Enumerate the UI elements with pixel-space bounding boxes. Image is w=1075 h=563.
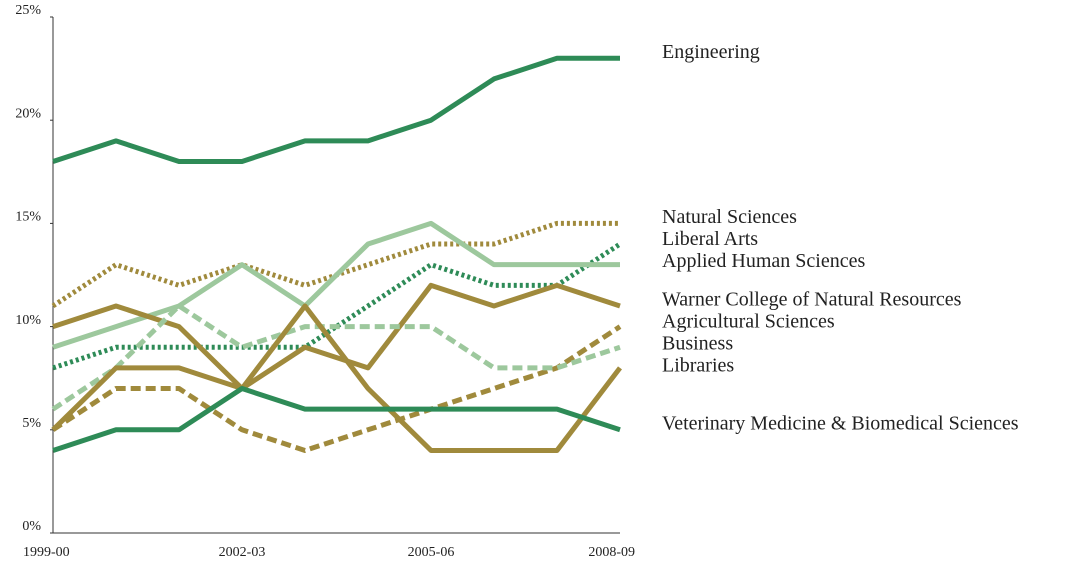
legend-label: Natural Sciences	[662, 206, 797, 228]
series-line	[51, 324, 622, 453]
series-line	[52, 241, 622, 371]
series-line	[51, 303, 621, 412]
legend-label: Applied Human Sciences	[662, 250, 865, 272]
legend-label: Veterinary Medicine & Biomedical Science…	[662, 412, 1019, 434]
series-line	[52, 282, 621, 392]
y-tick-label: 20%	[15, 106, 41, 121]
y-tick-label: 0%	[22, 519, 41, 534]
y-tick-label: 10%	[15, 313, 41, 328]
series-line	[52, 55, 620, 164]
y-tick-label: 5%	[22, 416, 41, 431]
legend-label: Warner College of Natural Resources	[662, 289, 962, 311]
x-tick-label: 2008-09	[588, 545, 635, 560]
x-tick-label: 2002-03	[219, 545, 266, 560]
y-tick-label: 25%	[15, 3, 41, 18]
legend-label: Engineering	[662, 41, 760, 63]
legend-label: Libraries	[662, 355, 734, 377]
series-line	[52, 386, 621, 453]
series-line	[51, 303, 622, 453]
legend-label: Business	[662, 333, 733, 355]
x-tick-label: 1999-00	[23, 545, 70, 560]
legend-label: Agricultural Sciences	[662, 311, 835, 333]
legend-label: Liberal Arts	[662, 228, 758, 250]
x-tick-label: 2005-06	[408, 545, 455, 560]
y-tick-label: 15%	[15, 210, 41, 225]
